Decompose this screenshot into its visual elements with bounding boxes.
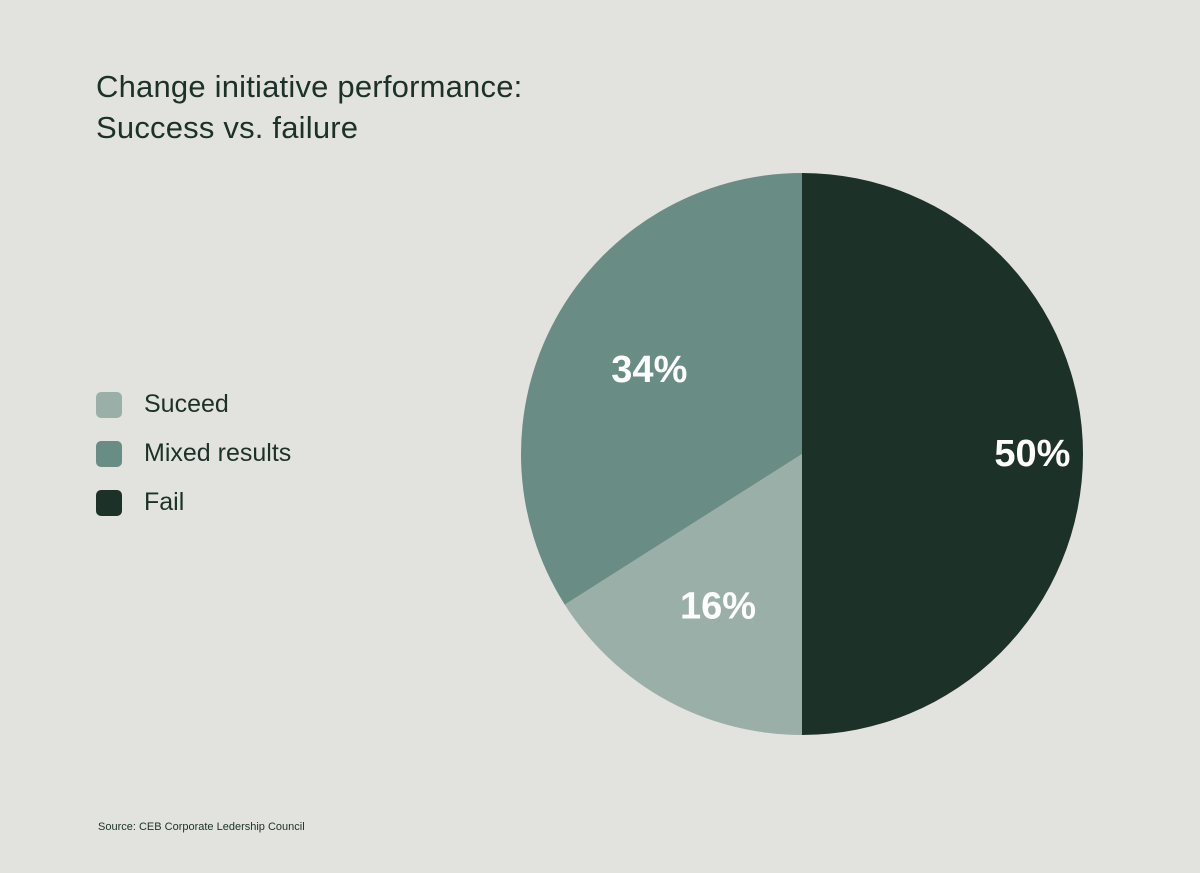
legend-label-suceed: Suceed (144, 390, 229, 418)
chart-legend: Suceed Mixed results Fail (96, 380, 291, 527)
legend-item-mixed-results: Mixed results (96, 429, 291, 478)
pie-chart: 50% 16% 34% (521, 173, 1083, 735)
chart-title: Change initiative performance: Success v… (96, 66, 522, 148)
pie-label-mixed-results: 34% (611, 349, 687, 391)
legend-swatch-mixed-results (96, 440, 122, 467)
legend-item-suceed: Suceed (96, 380, 291, 429)
legend-swatch-fail (96, 489, 122, 516)
source-note: Source: CEB Corporate Ledership Council (98, 821, 305, 833)
legend-label-fail: Fail (144, 488, 185, 516)
legend-item-fail: Fail (96, 478, 291, 527)
pie-label-fail: 50% (994, 433, 1070, 475)
legend-swatch-suceed (96, 391, 122, 418)
chart-title-line-1: Change initiative performance: (96, 69, 523, 104)
pie-slice-fail (802, 173, 1083, 735)
legend-label-mixed-results: Mixed results (144, 439, 292, 467)
pie-label-suceed: 16% (680, 586, 756, 628)
chart-title-line-2: Success vs. failure (96, 110, 359, 145)
pie-slice-suceed (564, 454, 802, 735)
pie-slice-mixed-results (521, 173, 802, 605)
